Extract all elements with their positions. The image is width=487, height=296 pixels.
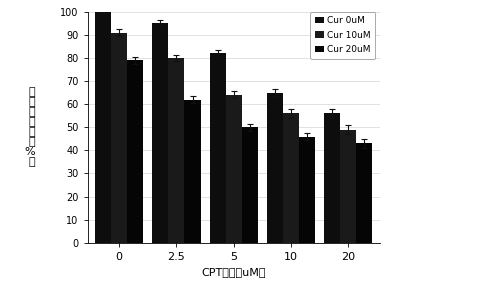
Bar	[267, 93, 283, 243]
Bar	[95, 12, 111, 243]
Bar	[356, 144, 373, 243]
Bar	[210, 53, 226, 243]
Bar	[226, 95, 242, 243]
Bar	[242, 127, 258, 243]
Legend: Cur 0uM, Cur 10uM, Cur 20uM: Cur 0uM, Cur 10uM, Cur 20uM	[310, 12, 375, 59]
Bar	[324, 113, 340, 243]
Bar	[127, 60, 143, 243]
Bar	[299, 136, 315, 243]
X-axis label: CPT浓度（uM）: CPT浓度（uM）	[202, 267, 266, 277]
Bar	[152, 23, 169, 243]
Bar	[111, 33, 127, 243]
Bar	[185, 99, 201, 243]
Bar	[340, 130, 356, 243]
Y-axis label: 细
胞
存
活
率
（
%
）: 细 胞 存 活 率 （ % ）	[25, 87, 35, 167]
Bar	[169, 58, 185, 243]
Bar	[283, 113, 299, 243]
